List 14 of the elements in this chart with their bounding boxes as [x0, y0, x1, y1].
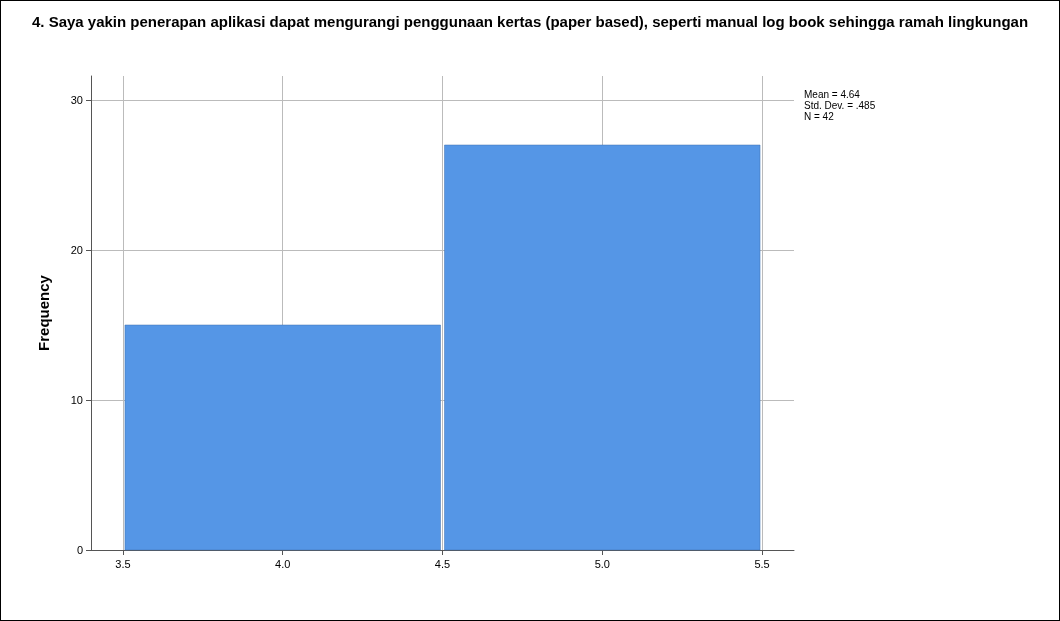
text: Std. Dev. = .485	[804, 99, 876, 111]
text: N = 42	[804, 110, 835, 122]
y-tick-label: 10	[70, 394, 83, 406]
x-tick-label: 4.0	[275, 557, 291, 570]
x-tick-label: 3.5	[115, 557, 131, 570]
y-axis-title: Frequency	[35, 274, 52, 351]
chart-title: 4. Saya yakin penerapan aplikasi dapat mengurangi penggunaan kertas (paper based), seperti manual log book sehingga ramah lingkungan	[31, 13, 1029, 30]
x-tick-label: 5.0	[594, 557, 610, 570]
y-tick-label: 0	[76, 544, 83, 556]
text: Mean = 4.64	[804, 88, 861, 100]
y-tick-label: 20	[70, 244, 83, 256]
x-tick-label: 4.5	[434, 557, 451, 570]
y-tick-label: 30	[70, 94, 83, 106]
x-tick-label: 5.5	[754, 557, 770, 570]
